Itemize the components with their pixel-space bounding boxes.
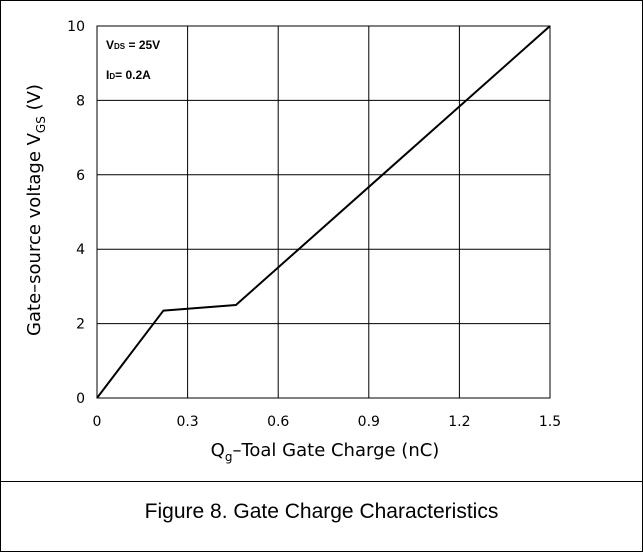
x-tick-label: 0.9 [358,414,380,430]
figure-caption: Figure 8. Gate Charge Characteristics [144,500,499,523]
y-tick-label: 8 [76,93,85,109]
annotation-box: VDS = 25V ID= 0.2A [98,27,183,97]
x-tick-label: 0.6 [267,414,289,430]
y-tick-label: 4 [76,242,85,258]
series-layer [96,25,551,399]
y-tick-label: 6 [76,168,85,184]
x-axis-label: Qg–Toal Gate Charge (nC) [211,440,440,464]
y-axis-label: Gate–source voltage VGS (V) [24,84,48,336]
plot-area [96,25,551,399]
y-tick-label: 0 [76,391,85,407]
vds-annotation: VDS = 25V [106,38,160,52]
x-tick-label: 0.3 [176,414,198,430]
x-tick-label: 1.2 [448,414,470,430]
y-tick-label: 2 [76,317,85,333]
y-tick-labels: 0 2 4 6 8 10 [67,19,85,407]
x-tick-labels: 0 0.3 0.6 0.9 1.2 1.5 [93,414,562,430]
annotation-background [98,27,183,97]
id-annotation: ID= 0.2A [106,68,151,82]
gate-charge-chart: 0 0.3 0.6 0.9 1.2 1.5 0 2 4 6 8 10 VDS = 25V ID= 0… [24,19,562,464]
caption-divider [0,481,643,482]
series-line [96,25,551,399]
x-tick-label: 0 [93,414,102,430]
x-tick-label: 1.5 [539,414,561,430]
y-tick-label: 10 [67,19,85,35]
